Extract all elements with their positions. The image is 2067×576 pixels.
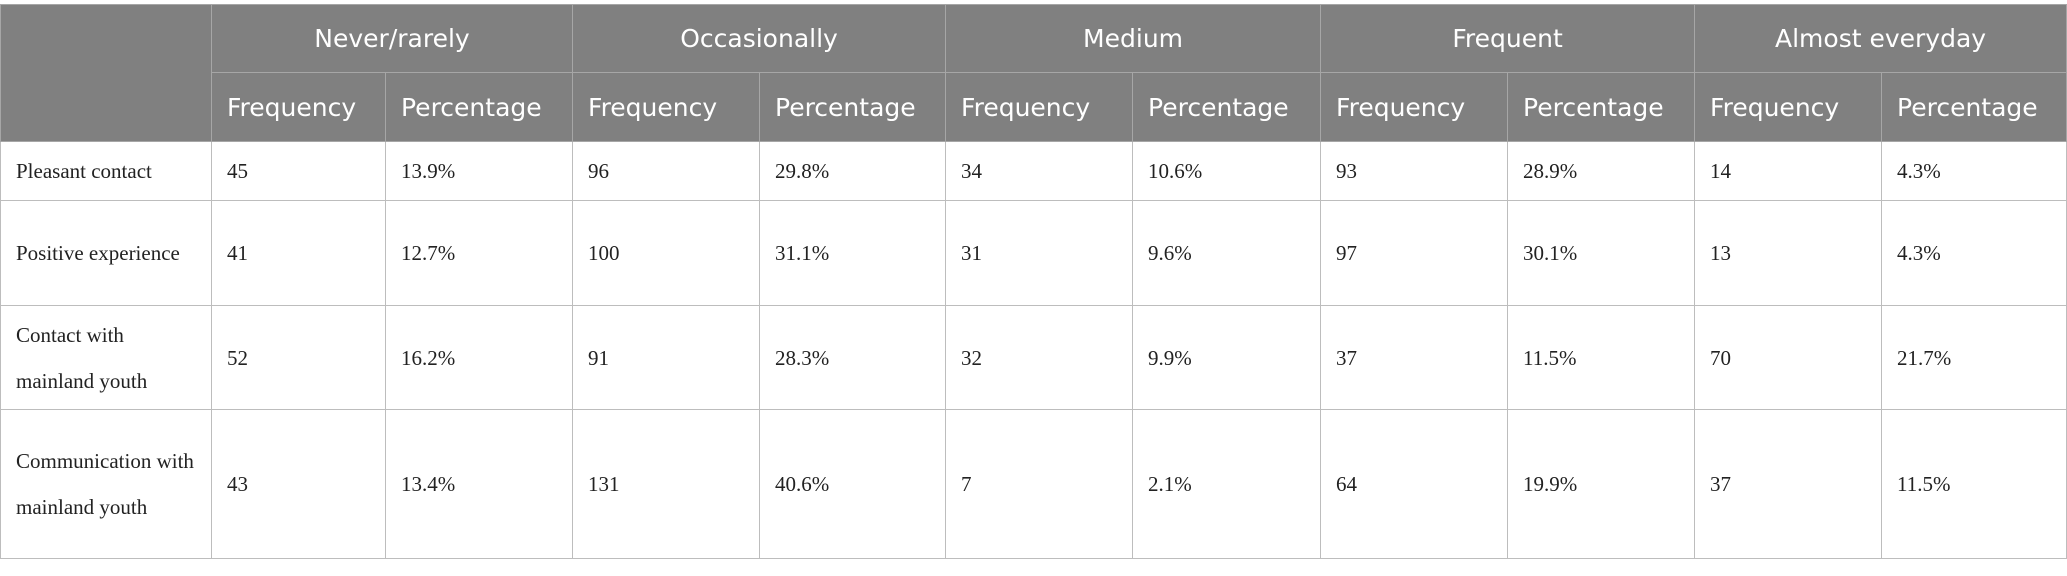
row-label: Pleasant contact	[0, 141, 212, 201]
column-header: Percentage	[759, 72, 947, 142]
table-cell: 37	[1320, 305, 1509, 410]
group-header: Almost everyday	[1694, 4, 2067, 73]
table-cell: 31	[945, 200, 1134, 306]
table-cell: 91	[572, 305, 761, 410]
table-cell: 40.6%	[759, 409, 947, 559]
table-cell: 30.1%	[1507, 200, 1696, 306]
table-cell: 32	[945, 305, 1134, 410]
table-cell: 29.8%	[759, 141, 947, 201]
table-cell: 12.7%	[384, 200, 574, 306]
column-header: Frequency	[1694, 72, 1883, 142]
group-header: Never/rarely	[210, 4, 574, 73]
table-cell: 93	[1320, 141, 1509, 201]
row-label: Positive experience	[0, 200, 212, 306]
table-container: Never/rarely Occasionally Medium Frequent Al…	[0, 4, 2067, 559]
table-cell: 21.7%	[1881, 305, 2067, 410]
column-header: Frequency	[572, 72, 761, 142]
table-cell: 100	[572, 200, 761, 306]
column-header: Percentage	[1132, 72, 1322, 142]
table-cell: 10.6%	[1132, 141, 1322, 201]
table-cell: 34	[945, 141, 1134, 201]
table-cell: 11.5%	[1881, 409, 2067, 559]
table-cell: 14	[1694, 141, 1883, 201]
table-cell: 11.5%	[1507, 305, 1696, 410]
table-cell: 28.9%	[1507, 141, 1696, 201]
table-cell: 13.4%	[384, 409, 574, 559]
table-body: Pleasant contact 45 13.9% 96 29.8% 34 10.6% 93 2…	[0, 141, 2067, 559]
column-header: Frequency	[1320, 72, 1509, 142]
table-row: Contact with mainland youth 52 16.2% 91 28.3…	[0, 305, 2067, 410]
table-cell: 9.6%	[1132, 200, 1322, 306]
table-cell: 16.2%	[384, 305, 574, 410]
table-cell: 2.1%	[1132, 409, 1322, 559]
table-cell: 43	[211, 409, 386, 559]
table-cell: 28.3%	[759, 305, 947, 410]
row-label: Communication with mainland youth	[0, 409, 212, 559]
table-cell: 7	[945, 409, 1134, 559]
table-row: Pleasant contact 45 13.9% 96 29.8% 34 10.6% 93 2…	[0, 141, 2067, 201]
table-header: Never/rarely Occasionally Medium Frequent Al…	[0, 4, 2067, 142]
table-cell: 4.3%	[1881, 141, 2067, 201]
column-header: Frequency	[211, 72, 386, 142]
table-row: Communication with mainland youth 43 13.4%…	[0, 409, 2067, 559]
table-cell: 96	[572, 141, 761, 201]
group-header: Medium	[945, 4, 1322, 73]
table-cell: 52	[211, 305, 386, 410]
table-cell: 19.9%	[1507, 409, 1696, 559]
table-cell: 97	[1320, 200, 1509, 306]
table-cell: 4.3%	[1881, 200, 2067, 306]
corner-cell	[0, 4, 212, 142]
table-cell: 9.9%	[1132, 305, 1322, 410]
table-cell: 70	[1694, 305, 1883, 410]
table-cell: 37	[1694, 409, 1883, 559]
subheader-row: Frequency Percentage Frequency Percentage Fr…	[1, 72, 2067, 142]
group-header: Frequent	[1320, 4, 1696, 73]
table-cell: 45	[211, 141, 386, 201]
column-header: Frequency	[945, 72, 1134, 142]
group-header: Occasionally	[572, 4, 947, 73]
header-row: Never/rarely Occasionally Medium Frequent Al…	[0, 4, 2067, 142]
column-header: Percentage	[1881, 72, 2067, 142]
column-header: Percentage	[1507, 72, 1696, 142]
table-cell: 64	[1320, 409, 1509, 559]
table-cell: 13	[1694, 200, 1883, 306]
table-cell: 13.9%	[384, 141, 574, 201]
column-header: Percentage	[384, 72, 574, 142]
data-table: Never/rarely Occasionally Medium Frequent Al…	[0, 4, 2067, 559]
table-row: Positive experience 41 12.7% 100 31.1% 31 9.6%…	[0, 200, 2067, 306]
row-label: Contact with mainland youth	[0, 305, 212, 410]
table-cell: 31.1%	[759, 200, 947, 306]
table-cell: 131	[572, 409, 761, 559]
table-cell: 41	[211, 200, 386, 306]
